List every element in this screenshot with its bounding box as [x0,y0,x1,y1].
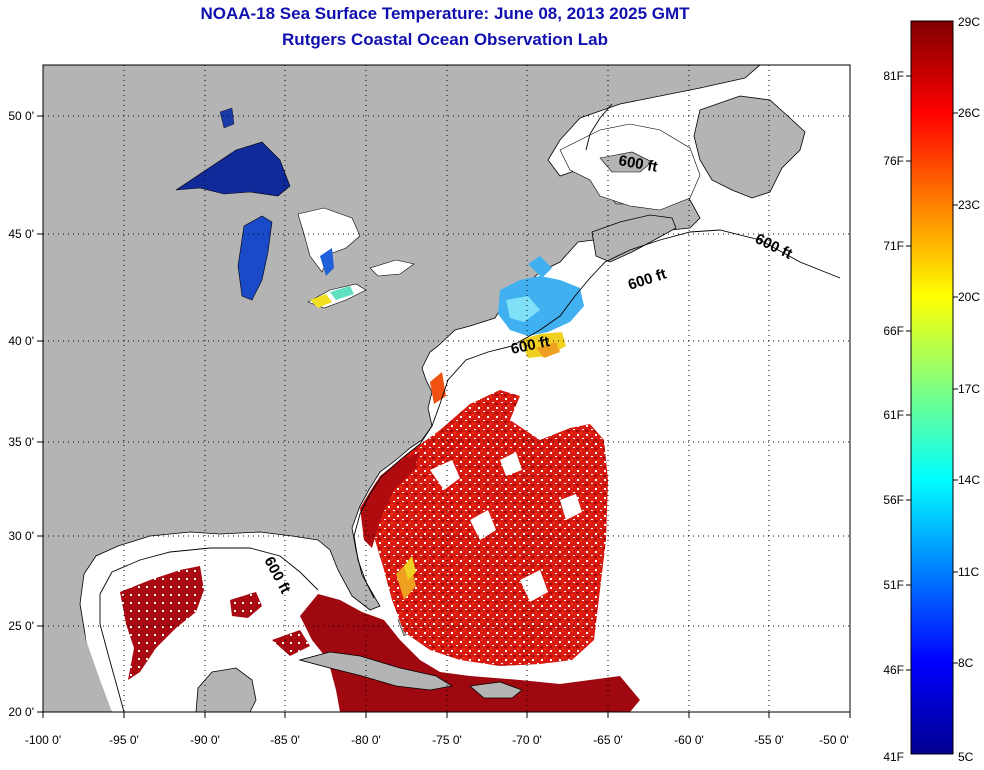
y-tick-label: 20 0' [8,705,34,719]
x-tick-label: -80 0' [351,733,381,747]
celsius-label: 26C [958,106,980,120]
y-tick-label: 35 0' [8,435,34,449]
colorbar-ticks [906,75,958,671]
celsius-label: 14C [958,473,980,487]
contour-label-600ft: 600 ft [617,152,659,176]
gulf-sst-patch [120,566,204,680]
fahrenheit-label: 61F [883,408,904,422]
celsius-label: 5C [958,750,974,764]
fahrenheit-label: 41F [883,750,904,764]
fahrenheit-label: 51F [883,578,904,592]
fahrenheit-label: 76F [883,154,904,168]
x-tick-label: -70 0' [512,733,542,747]
y-tick-label: 30 0' [8,529,34,543]
y-tick-label: 25 0' [8,619,34,633]
land-yucatan [195,667,257,712]
x-tick-label: -50 0' [819,733,849,747]
map-title: NOAA-18 Sea Surface Temperature: June 08… [200,4,690,23]
lake-huron [297,207,361,273]
celsius-label: 11C [958,565,979,579]
x-tick-label: -75 0' [432,733,462,747]
x-axis-labels: -100 0' -95 0' -90 0' -85 0' -80 0' -75 … [25,733,849,747]
fahrenheit-label: 66F [883,324,904,338]
x-tick-label: -85 0' [270,733,300,747]
bathymetry-contours [99,103,841,712]
lake-michigan [237,215,273,301]
celsius-label: 29C [958,15,980,29]
celsius-label: 17C [958,382,980,396]
y-tick-label: 50 0' [8,109,34,123]
y-tick-label: 45 0' [8,227,34,241]
land-newfoundland [693,95,806,199]
x-tick-label: -65 0' [593,733,623,747]
x-tick-label: -90 0' [190,733,220,747]
lake-ontario [369,259,415,277]
fahrenheit-label: 56F [883,493,904,507]
colorbar-fahrenheit-labels: 81F 76F 71F 66F 61F 56F 51F 46F 41F [883,69,904,764]
georges-bank-sst [498,276,584,336]
fahrenheit-label: 71F [883,239,904,253]
colorbar [910,20,954,755]
celsius-label: 20C [958,290,980,304]
fahrenheit-label: 81F [883,69,904,83]
colorbar-celsius-labels: 29C 26C 23C 20C 17C 14C 11C 8C 5C [958,15,980,764]
lake-superior [175,141,291,197]
land-nova-scotia [591,214,677,263]
celsius-label: 8C [958,656,974,670]
celsius-label: 23C [958,198,980,212]
x-tick-label: -55 0' [754,733,784,747]
x-tick-label: -100 0' [25,733,61,747]
y-tick-label: 40 0' [8,334,34,348]
y-axis-labels: 50 0' 45 0' 40 0' 35 0' 30 0' 25 0' 20 0… [8,109,34,719]
map-subtitle: Rutgers Coastal Ocean Observation Lab [282,30,608,49]
fahrenheit-label: 46F [883,663,904,677]
x-tick-label: -95 0' [109,733,139,747]
x-tick-label: -60 0' [674,733,704,747]
